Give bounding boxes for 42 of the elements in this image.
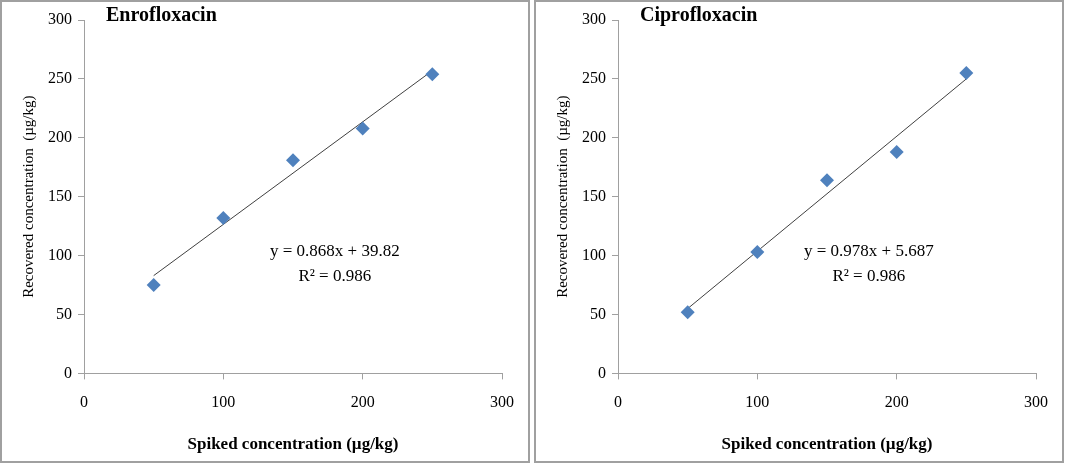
point <box>889 144 904 159</box>
y-tick-label: 100 <box>582 245 606 263</box>
y-tick-label: 0 <box>598 363 606 381</box>
point <box>680 305 695 320</box>
point <box>820 173 834 188</box>
y-tick-label: 200 <box>582 128 606 145</box>
y-tick-label: 300 <box>582 10 606 28</box>
y-tick-label: 50 <box>56 304 72 322</box>
x-tick-label: 0 <box>80 393 88 411</box>
y-tick-label: 100 <box>48 245 72 263</box>
x-axis-title: Spiked concentration (µg/kg) <box>187 434 399 454</box>
y-tick-label: 250 <box>582 69 606 87</box>
y-axis-title: Recovered concentration (µg/kg) <box>553 95 571 298</box>
annotation: R² = 0.986 <box>832 265 906 285</box>
chart-title: Ciprofloxacin <box>640 3 758 27</box>
x-tick-label: 300 <box>490 393 514 411</box>
y-tick-label: 150 <box>48 186 72 204</box>
point <box>216 210 231 225</box>
y-tick-label: 300 <box>48 10 72 28</box>
x-tick-label: 200 <box>884 393 909 411</box>
point <box>146 278 161 293</box>
y-tick-label: 150 <box>582 186 606 204</box>
point <box>750 245 765 260</box>
point <box>355 121 370 136</box>
chart-title: Enrofloxacin <box>106 3 217 26</box>
x-tick-label: 100 <box>211 393 236 411</box>
x-tick-label: 200 <box>350 393 375 411</box>
y-axis-title: Recovered concentration (µg/kg) <box>19 95 37 298</box>
y-tick-label: 200 <box>48 128 72 145</box>
point <box>286 153 300 168</box>
annotation: y = 0.978x + 5.687 <box>803 240 935 260</box>
annotation: y = 0.868x + 39.82 <box>269 240 400 260</box>
x-tick-label: 300 <box>1024 393 1048 411</box>
annotation: R² = 0.986 <box>298 265 372 285</box>
x-tick-label: 100 <box>745 393 770 411</box>
y-tick-label: 0 <box>64 363 72 381</box>
x-axis-title: Spiked concentration (µg/kg) <box>721 434 933 454</box>
point <box>425 67 440 82</box>
x-tick-label: 0 <box>614 393 622 411</box>
point <box>959 66 974 81</box>
y-tick-label: 250 <box>48 69 72 87</box>
y-tick-label: 50 <box>590 304 606 322</box>
